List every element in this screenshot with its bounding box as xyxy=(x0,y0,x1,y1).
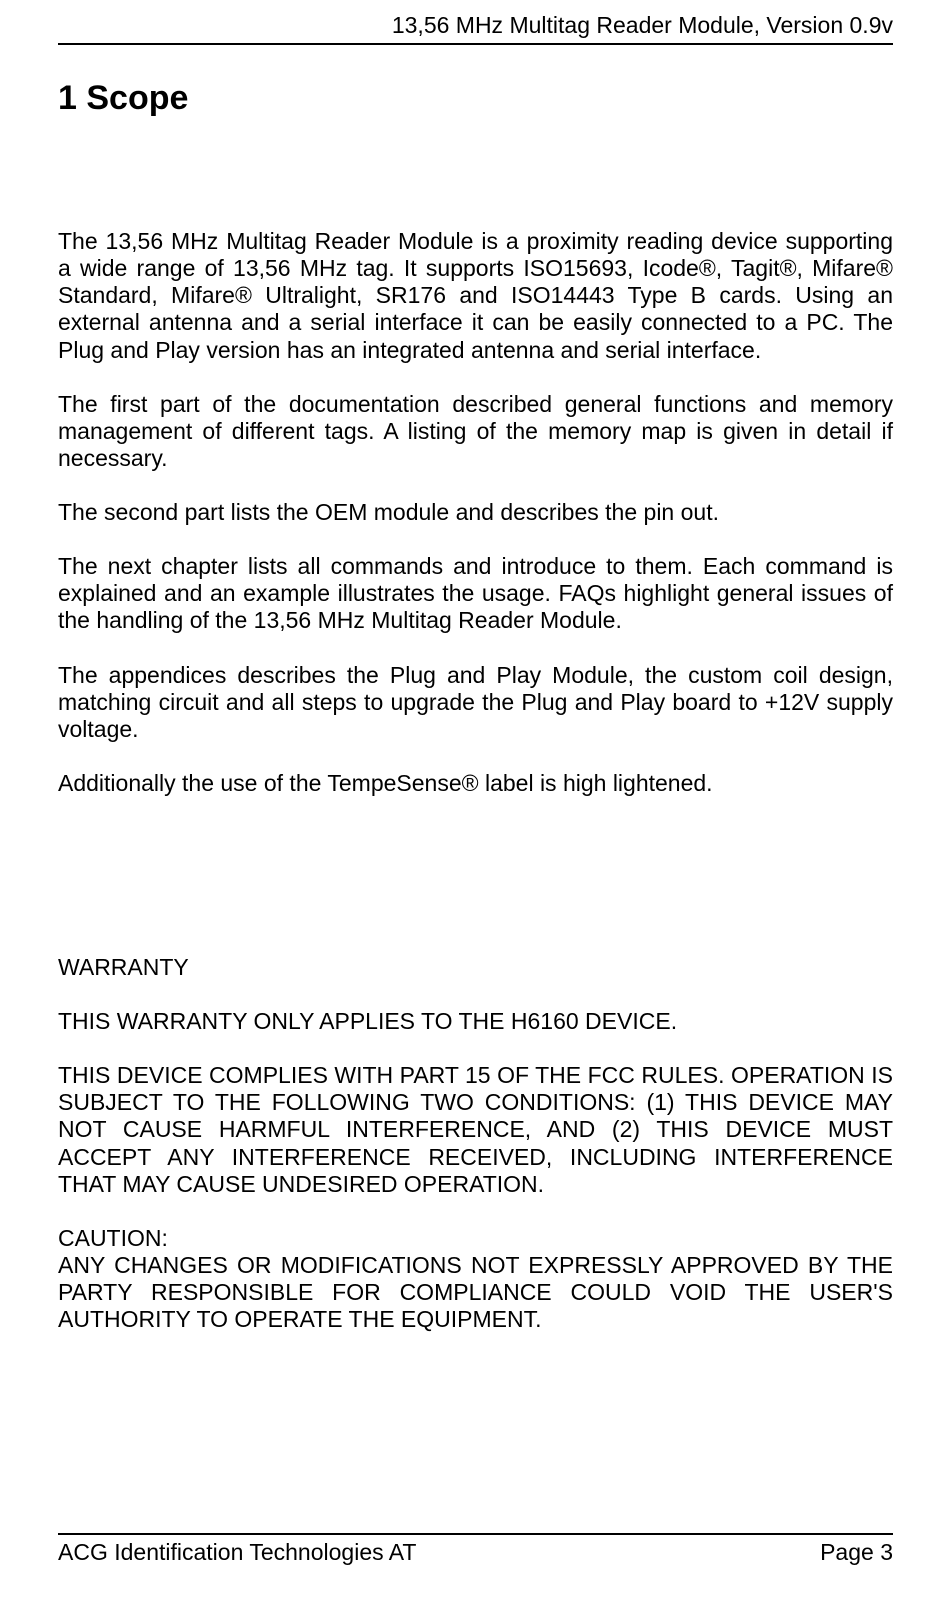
paragraph-appendices: The appendices describes the Plug and Pl… xyxy=(58,662,893,743)
warranty-caution-block: CAUTION: ANY CHANGES OR MODIFICATIONS NO… xyxy=(58,1225,893,1334)
warranty-fcc: THIS DEVICE COMPLIES WITH PART 15 OF THE… xyxy=(58,1062,893,1198)
page-footer: ACG Identification Technologies AT Page … xyxy=(58,1533,893,1566)
paragraph-commands: The next chapter lists all commands and … xyxy=(58,553,893,634)
paragraph-tempesense: Additionally the use of the TempeSense® … xyxy=(58,770,893,797)
page-header: 13,56 MHz Multitag Reader Module, Versio… xyxy=(58,0,893,45)
caution-label: CAUTION: xyxy=(58,1225,893,1252)
paragraph-part1: The first part of the documentation desc… xyxy=(58,391,893,472)
caution-text: ANY CHANGES OR MODIFICATIONS NOT EXPRESS… xyxy=(58,1252,893,1333)
section-heading: 1 Scope xyxy=(58,79,893,118)
header-title: 13,56 MHz Multitag Reader Module, Versio… xyxy=(392,12,893,38)
spacing xyxy=(58,824,893,954)
warranty-heading: WARRANTY xyxy=(58,954,893,981)
paragraph-intro: The 13,56 MHz Multitag Reader Module is … xyxy=(58,228,893,364)
paragraph-part2: The second part lists the OEM module and… xyxy=(58,499,893,526)
warranty-applies: THIS WARRANTY ONLY APPLIES TO THE H6160 … xyxy=(58,1008,893,1035)
document-page: 13,56 MHz Multitag Reader Module, Versio… xyxy=(0,0,951,1602)
footer-page-number: Page 3 xyxy=(820,1539,893,1566)
footer-company: ACG Identification Technologies AT xyxy=(58,1539,416,1566)
